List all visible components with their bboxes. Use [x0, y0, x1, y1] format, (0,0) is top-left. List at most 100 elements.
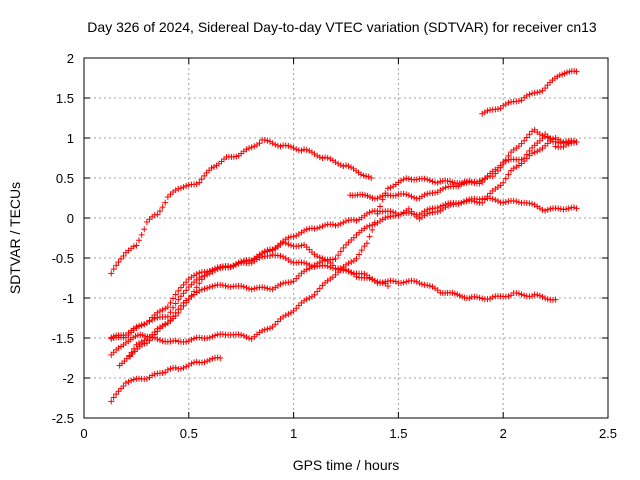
data-point	[479, 179, 486, 186]
data-point	[368, 175, 375, 181]
data-point	[164, 320, 171, 327]
data-point	[206, 334, 213, 341]
data-point	[366, 233, 373, 240]
y-tick-label: 1.5	[56, 91, 74, 106]
data-point	[196, 179, 203, 186]
data-point	[274, 142, 281, 149]
data-point	[141, 226, 148, 233]
data-point	[369, 222, 376, 229]
data-point	[303, 226, 310, 233]
data-point	[167, 309, 174, 316]
chart-title: Day 326 of 2024, Sidereal Day-to-day VTE…	[87, 19, 597, 35]
data-point	[534, 148, 541, 155]
data-point	[481, 109, 488, 116]
data-point	[113, 262, 120, 269]
data-point	[363, 240, 370, 247]
data-point	[269, 323, 276, 330]
data-point	[479, 295, 486, 302]
data-point	[196, 280, 203, 287]
data-point	[180, 364, 187, 371]
data-point	[204, 335, 211, 342]
y-tick-label: -1.5	[52, 331, 74, 346]
data-point	[547, 205, 554, 212]
data-point	[405, 192, 412, 199]
y-tick-label: 0	[67, 211, 74, 226]
data-point	[269, 140, 276, 147]
data-point	[529, 144, 536, 151]
data-point	[193, 358, 200, 365]
data-point	[322, 154, 329, 161]
data-point	[108, 398, 115, 405]
data-point	[222, 282, 229, 289]
data-point	[377, 193, 384, 200]
data-point	[544, 140, 551, 147]
data-point	[261, 326, 268, 333]
data-point	[306, 246, 313, 253]
data-point	[544, 206, 551, 213]
data-point	[301, 227, 308, 234]
data-point	[159, 306, 166, 313]
data-point	[455, 200, 462, 207]
data-point	[531, 149, 538, 156]
data-point	[324, 263, 331, 270]
data-point	[308, 225, 315, 232]
data-point	[526, 91, 533, 98]
data-point	[345, 268, 352, 275]
data-point	[343, 218, 349, 225]
data-point	[434, 208, 441, 215]
data-point	[374, 278, 381, 285]
data-point	[280, 253, 287, 260]
series-track-7	[108, 251, 391, 341]
series-track-1	[108, 136, 375, 277]
data-point	[518, 291, 525, 298]
data-point	[198, 276, 205, 283]
data-point	[293, 275, 300, 282]
data-point	[154, 328, 161, 335]
data-point	[212, 332, 218, 339]
data-point	[510, 197, 517, 204]
data-point	[474, 199, 480, 206]
data-point	[573, 139, 580, 145]
data-point	[429, 178, 436, 185]
data-point	[303, 260, 310, 267]
data-point	[369, 208, 376, 215]
data-point	[539, 206, 546, 213]
data-point	[185, 296, 192, 303]
data-point	[210, 164, 217, 171]
data-point	[513, 163, 520, 170]
series-track-4	[108, 354, 224, 405]
data-point	[122, 379, 129, 386]
data-point	[513, 198, 520, 205]
data-point	[398, 211, 405, 218]
data-point	[366, 222, 373, 229]
data-point	[563, 206, 570, 213]
data-point	[542, 295, 549, 302]
data-point	[183, 287, 190, 294]
data-point	[384, 283, 391, 289]
data-point	[494, 106, 501, 113]
data-point	[246, 335, 253, 342]
data-point	[151, 331, 158, 338]
data-point	[198, 286, 205, 293]
data-point	[360, 172, 367, 179]
data-point	[303, 296, 310, 303]
data-point	[191, 288, 198, 295]
data-point	[371, 221, 378, 228]
data-point	[418, 281, 425, 288]
data-point	[193, 284, 200, 291]
data-point	[502, 199, 509, 206]
data-point	[565, 140, 572, 147]
data-point	[306, 147, 313, 154]
data-point	[536, 137, 543, 144]
data-point	[240, 332, 247, 339]
data-point	[384, 213, 391, 220]
data-point	[295, 302, 302, 309]
data-point	[413, 278, 420, 285]
data-point	[434, 179, 441, 186]
data-point	[542, 85, 549, 92]
data-point	[251, 143, 258, 150]
data-point	[285, 310, 292, 317]
data-point	[156, 337, 163, 344]
data-point	[521, 292, 528, 299]
data-point	[306, 295, 313, 302]
